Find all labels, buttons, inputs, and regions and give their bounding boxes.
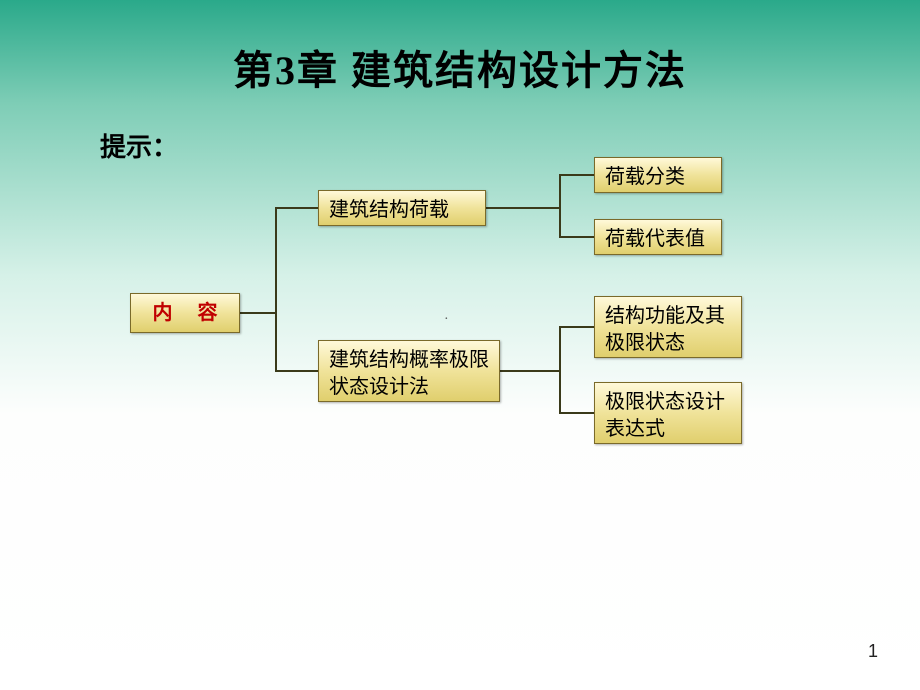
hint-label: 提示：	[100, 127, 178, 164]
edge-root-n1	[240, 208, 318, 313]
edge-n1-n1a	[486, 175, 594, 208]
slide: 第3章 建筑结构设计方法 提示： · 内 容 建筑结构荷载 建筑结构概率极限状态…	[0, 0, 920, 690]
node-n2a: 结构功能及其极限状态	[594, 296, 742, 358]
edge-root-n2	[240, 313, 318, 371]
edge-n1-n1b	[486, 208, 594, 237]
node-n2b: 极限状态设计表达式	[594, 382, 742, 444]
node-n1: 建筑结构荷载	[318, 190, 486, 226]
edge-n2-n2b	[500, 371, 594, 413]
edge-n2-n2a	[500, 327, 594, 371]
page-number: 1	[868, 641, 878, 662]
node-n1b: 荷载代表值	[594, 219, 722, 255]
center-dot: ·	[444, 312, 449, 328]
node-root: 内 容	[130, 293, 240, 333]
node-n2: 建筑结构概率极限状态设计法	[318, 340, 500, 402]
slide-title: 第3章 建筑结构设计方法	[0, 38, 920, 96]
node-n1a: 荷载分类	[594, 157, 722, 193]
